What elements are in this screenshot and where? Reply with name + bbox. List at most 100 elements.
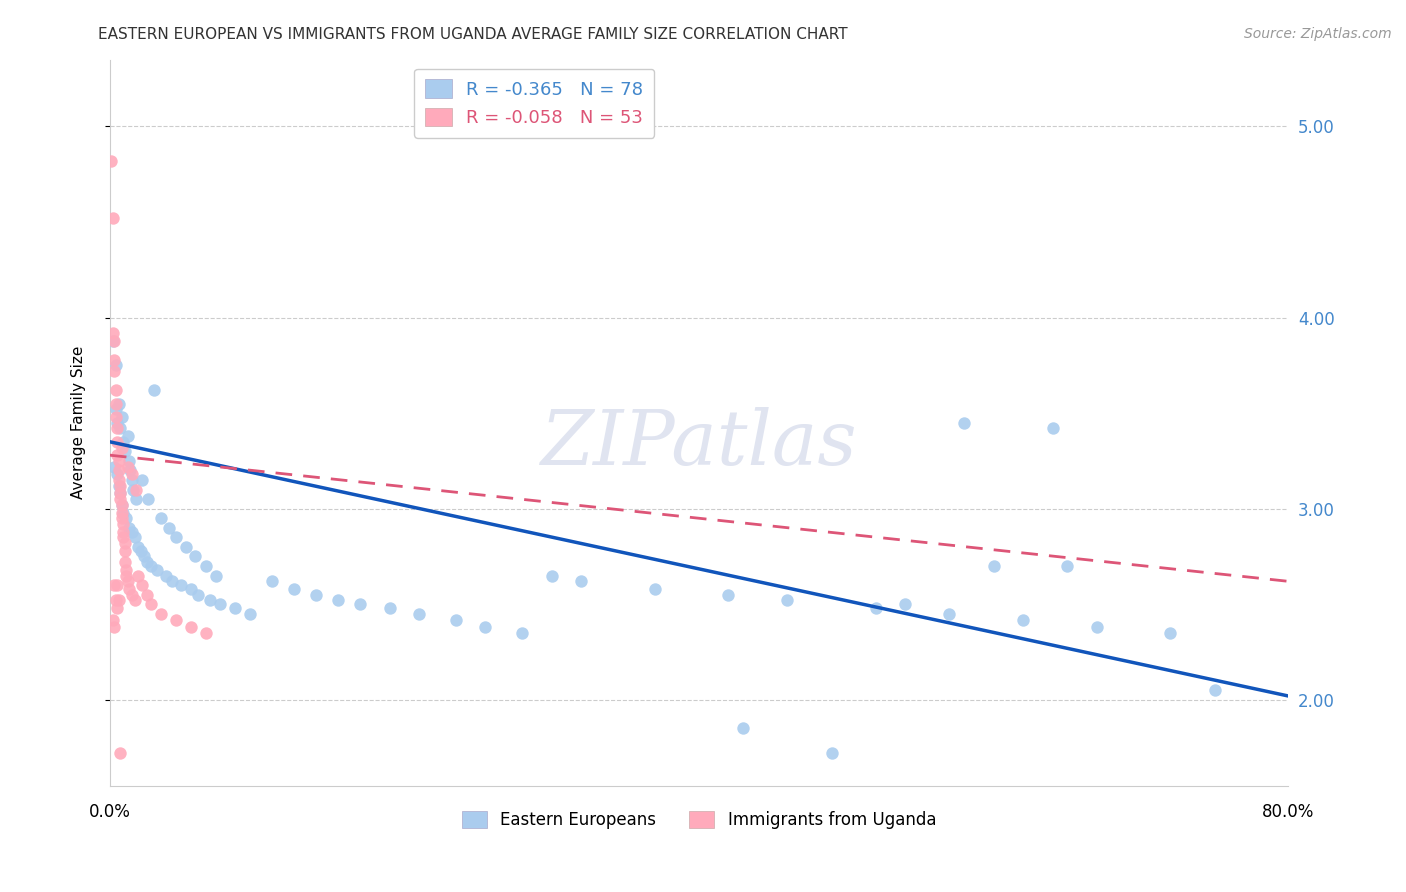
Point [105,467,128,482]
Point [127,540,149,554]
Point [1204,683,1226,698]
Point [107,479,129,493]
Point [776,593,799,607]
Point [111,409,134,424]
Point [104,409,127,424]
Point [117,459,139,474]
Point [115,563,138,577]
Point [644,582,666,596]
Point [865,601,887,615]
Point [117,574,139,589]
Point [143,383,166,397]
Point [176,540,198,554]
Text: 0.0%: 0.0% [89,803,131,821]
Point [198,593,221,607]
Point [107,396,129,410]
Point [111,511,134,525]
Y-axis label: Average Family Size: Average Family Size [72,346,86,500]
Point [408,607,430,621]
Point [378,601,401,615]
Point [983,559,1005,574]
Point [101,326,124,340]
Point [165,613,187,627]
Point [112,434,135,449]
Point [104,402,127,417]
Point [112,506,135,520]
Point [953,416,976,430]
Point [108,747,131,761]
Point [107,593,129,607]
Point [444,613,467,627]
Point [194,559,217,574]
Point [111,498,134,512]
Point [121,588,143,602]
Point [108,486,131,500]
Point [111,506,134,520]
Point [105,448,128,462]
Point [118,582,141,596]
Point [125,483,148,497]
Point [239,607,262,621]
Point [112,524,135,539]
Point [733,722,755,736]
Point [187,588,209,602]
Point [103,459,125,474]
Point [131,578,153,592]
Point [180,620,202,634]
Point [194,626,217,640]
Point [540,568,562,582]
Point [1085,620,1108,634]
Point [121,473,143,487]
Point [150,607,173,621]
Point [120,463,142,477]
Point [305,588,328,602]
Point [118,454,141,468]
Text: EASTERN EUROPEAN VS IMMIGRANTS FROM UGANDA AVERAGE FAMILY SIZE CORRELATION CHART: EASTERN EUROPEAN VS IMMIGRANTS FROM UGAN… [98,27,848,42]
Point [328,593,350,607]
Point [122,483,145,497]
Point [349,597,371,611]
Text: Source: ZipAtlas.com: Source: ZipAtlas.com [1244,27,1392,41]
Point [108,479,131,493]
Point [112,516,135,531]
Point [103,364,125,378]
Point [114,555,136,569]
Point [103,620,125,634]
Point [129,543,152,558]
Point [115,511,138,525]
Point [105,601,128,615]
Point [146,563,169,577]
Point [104,383,127,397]
Point [1012,613,1035,627]
Point [105,416,128,430]
Point [107,454,129,468]
Point [820,747,842,761]
Point [121,467,143,482]
Point [107,473,129,487]
Point [894,597,917,611]
Point [101,334,124,348]
Point [283,582,305,596]
Point [127,568,149,582]
Point [115,568,138,582]
Point [510,626,533,640]
Point [150,511,173,525]
Point [135,588,157,602]
Point [135,555,157,569]
Point [160,574,183,589]
Point [103,578,125,592]
Legend: Eastern Europeans, Immigrants from Uganda: Eastern Europeans, Immigrants from Ugand… [456,804,943,836]
Point [132,549,155,564]
Point [224,601,246,615]
Point [105,434,128,449]
Point [101,211,124,226]
Point [103,334,125,348]
Point [117,429,139,443]
Point [938,607,960,621]
Point [125,492,148,507]
Point [157,521,180,535]
Point [139,559,162,574]
Point [108,486,131,500]
Point [169,578,191,592]
Point [104,359,127,373]
